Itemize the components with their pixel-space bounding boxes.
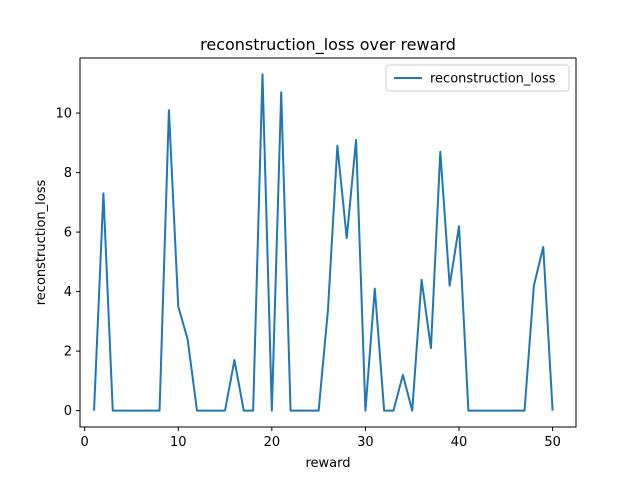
x-tick-label: 10 [170, 435, 187, 450]
legend: reconstruction_loss [385, 64, 570, 92]
series-layer [93, 73, 554, 412]
y-tick-label: 2 [64, 345, 72, 360]
x-tick-label: 20 [264, 435, 281, 450]
y-tick-label: 4 [64, 285, 72, 300]
y-tick-label: 8 [64, 166, 72, 181]
x-axis-label: reward [305, 456, 350, 471]
plot-frame [79, 57, 577, 428]
x-tick-label: 40 [451, 435, 468, 450]
y-axis: 0 2 4 6 8 10 [55, 107, 80, 419]
series-line-reconstruction-loss [93, 73, 554, 412]
x-tick-label: 30 [357, 435, 374, 450]
y-tick-label: 10 [55, 107, 72, 122]
legend-box [385, 64, 570, 92]
x-axis: 0 10 20 30 40 50 [81, 427, 561, 450]
x-tick-label: 50 [544, 435, 561, 450]
y-tick-label: 0 [64, 404, 72, 419]
y-tick-label: 6 [64, 226, 72, 241]
y-axis-label: reconstruction_loss [34, 180, 49, 306]
x-tick-label: 0 [81, 435, 89, 450]
chart-title: reconstruction_loss over reward [200, 35, 456, 55]
legend-entry-label: reconstruction_loss [430, 72, 556, 87]
